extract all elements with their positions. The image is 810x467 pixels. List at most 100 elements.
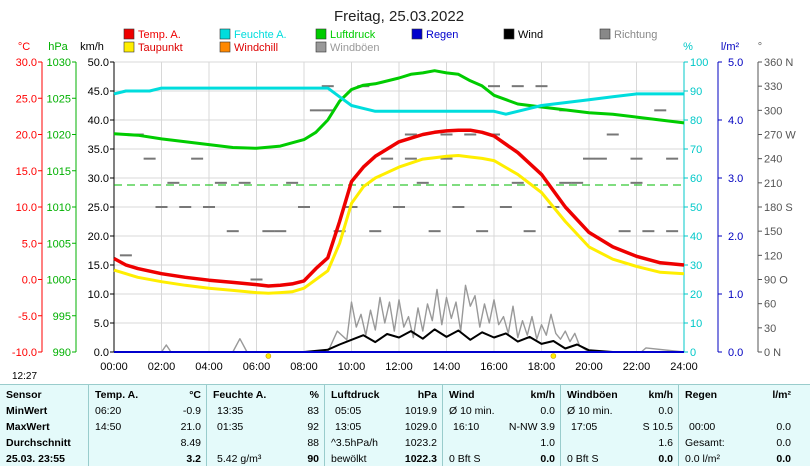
direction-mark [167,181,180,184]
rain-tick-label: 2.0 [728,231,743,243]
direction-tick-label: 120 [764,250,782,262]
direction-mark [440,133,453,136]
stats-unit: km/h [530,389,555,401]
temp-tick-label: 0.0 [22,275,37,287]
direction-mark [404,157,417,160]
direction-tick-label: 60 [764,299,776,311]
direction-mark [666,230,679,233]
x-tick-label: 14:00 [433,361,461,372]
stats-time: 16:10 [453,421,480,433]
stats-header: Regen [685,389,718,401]
direction-mark [250,278,263,281]
stats-col-rain: Regen l/m² 00:00 0.0 Gesamt: 0.0 0.0 l/m² 0.… [678,385,797,466]
stats-value: 90 [307,453,319,465]
direction-tick-label: 180 S [764,202,793,214]
direction-mark [428,230,441,233]
direction-mark [630,181,643,184]
pressure-tick-label: 1000 [47,275,71,287]
stats-row-label: 25.03. 23:55 [6,453,65,465]
series-line-tempa [113,128,685,288]
stats-value: 8.49 [180,437,201,449]
rain-tick-label: 1.0 [728,289,743,301]
direction-mark [535,85,548,88]
humidity-tick-label: 0 [690,347,696,359]
wind-tick-label: 20.0 [88,231,109,243]
axis-unit-label: °C [18,41,30,53]
direction-mark [274,230,287,233]
direction-mark [333,230,346,233]
stats-row-label: MaxWert [6,421,50,433]
stats-direction: N-NW 3.9 [508,421,555,433]
stats-value: 1029.0 [404,421,437,433]
direction-mark [393,206,405,208]
x-tick-label: 12:00 [385,361,413,372]
direction-mark [594,157,607,160]
wind-tick-label: 5.0 [94,318,109,330]
temp-tick-label: -10.0 [12,347,37,359]
rain-tick-label: 4.0 [728,115,743,127]
humidity-tick-label: 30 [690,260,702,272]
direction-mark [238,181,251,184]
rain-tick-label: 0.0 [728,347,743,359]
stats-unit: % [309,389,319,401]
stats-time: 05:05 [335,405,362,417]
legend-label: Richtung [614,29,657,41]
x-tick-label: 16:00 [480,361,508,372]
direction-mark [143,157,156,160]
stats-header: Luftdruck [331,389,380,401]
stats-value: 0.0 [658,453,673,465]
stats-row-label: Durchschnitt [6,437,71,449]
direction-mark [381,157,394,160]
temp-tick-label: -5.0 [18,311,37,323]
humidity-tick-label: 60 [690,173,702,185]
stats-direction: S 10.5 [642,421,673,433]
direction-mark [404,133,417,136]
direction-mark [571,181,584,184]
legend-swatch [503,28,515,40]
legend-label: Taupunkt [138,42,183,54]
direction-mark [464,133,477,136]
humidity-tick-label: 50 [690,202,702,214]
stats-time: 00:00 [689,421,716,433]
pressure-tick-label: 990 [53,347,71,359]
direction-tick-label: 330 [764,81,782,93]
stats-time: 06:20 [95,405,122,417]
direction-mark [606,133,619,136]
stats-header: Temp. A. [95,389,139,401]
x-tick-label: 04:00 [195,361,223,372]
stats-time: Gesamt: [685,437,725,449]
legend-swatch [315,41,327,53]
wind-tick-label: 15.0 [88,260,109,272]
temp-tick-label: 20.0 [16,130,37,142]
stats-value: 0.0 [776,453,791,465]
x-tick-label: 08:00 [290,361,318,372]
direction-tick-label: 30 [764,323,776,335]
direction-mark [191,157,204,160]
wind-tick-label: 30.0 [88,173,109,185]
direction-mark [618,230,631,233]
legend-swatch [219,41,231,53]
stats-time: 13:35 [217,405,244,417]
legend-swatch [219,28,231,40]
direction-mark [642,230,655,233]
series-line-luftdruck [113,69,685,150]
time-strip: 12:27 [0,371,810,384]
direction-mark [416,181,429,184]
legend-swatch [123,41,135,53]
stats-time: 0 Bft S [449,453,481,465]
legend-swatch [411,28,423,40]
humidity-tick-label: 40 [690,231,702,243]
pressure-tick-label: 1010 [47,202,71,214]
stats-col-sensor: Sensor MinWert MaxWert Durchschnitt 25.0… [0,385,88,466]
direction-mark [523,230,536,233]
wind-tick-label: 50.0 [88,57,109,69]
stats-unit: l/m² [772,389,791,401]
stats-col-temp: Temp. A. °C 06:20 -0.9 14:50 21.0 8.49 3.2 [88,385,207,466]
rain-tick-label: 5.0 [728,57,743,69]
direction-mark [654,109,667,112]
direction-mark [214,181,227,184]
wind-tick-label: 45.0 [88,86,109,98]
legend-label: Windböen [330,42,380,54]
stats-value: 0.0 [540,405,555,417]
sunrise-marker [265,353,272,359]
